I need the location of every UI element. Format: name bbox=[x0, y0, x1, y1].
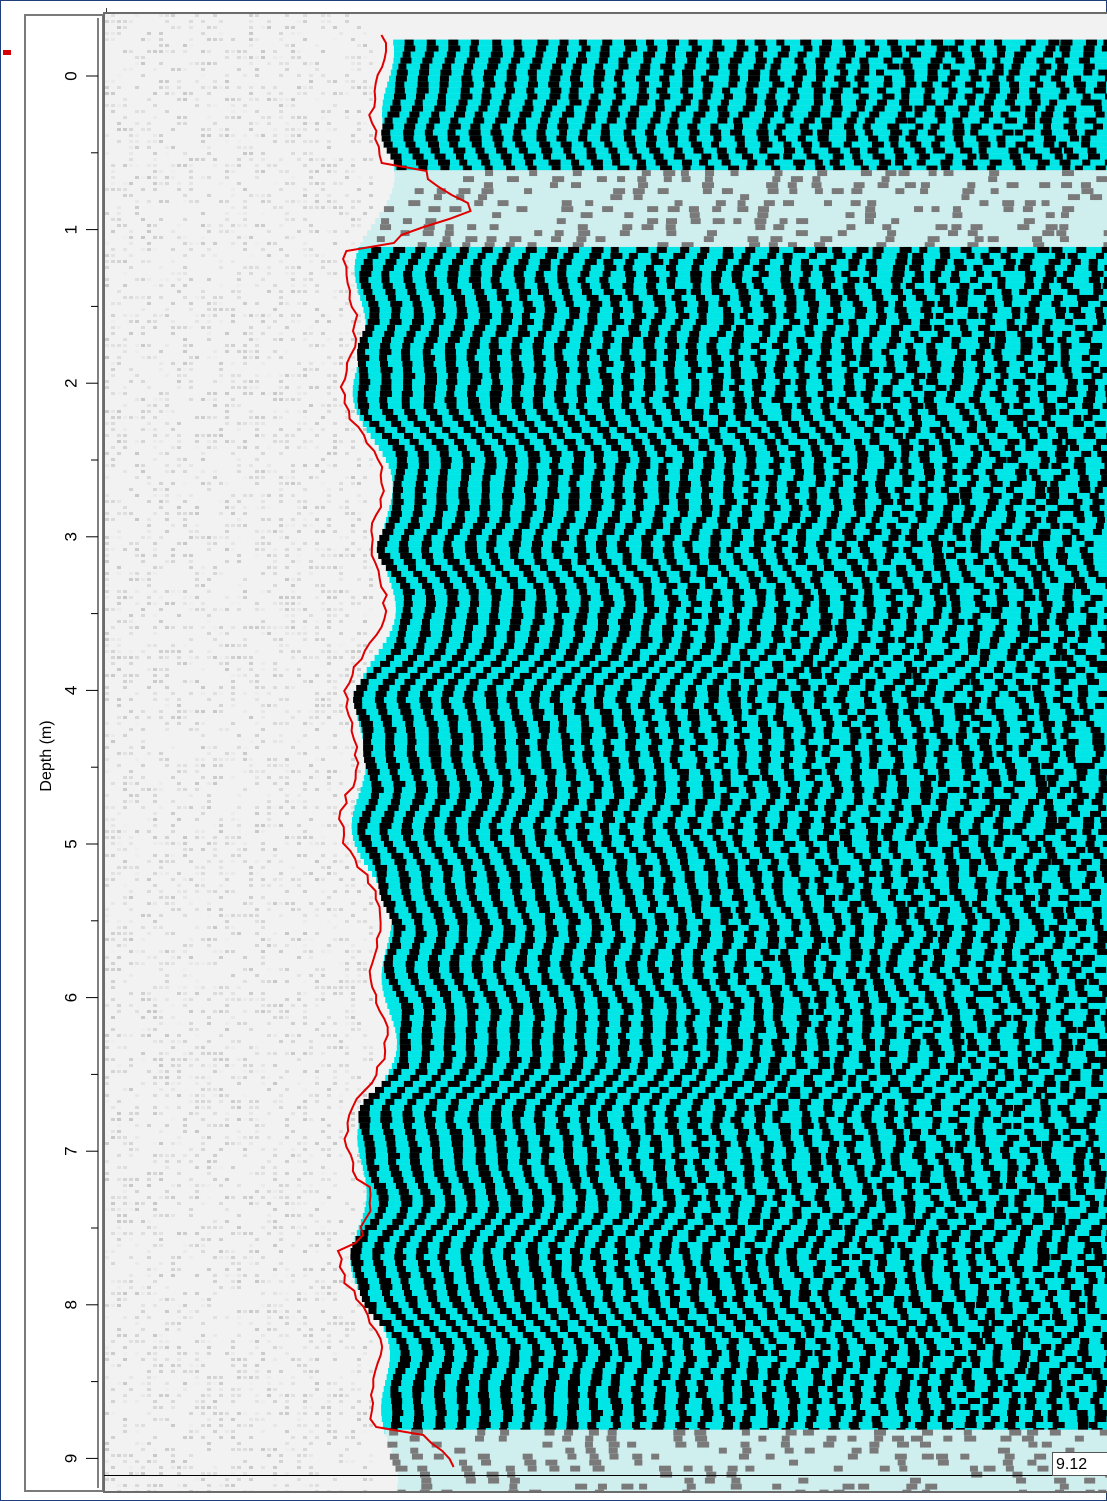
depth-tick-label: 0 bbox=[61, 71, 80, 80]
depth-tick-label: 8 bbox=[61, 1300, 80, 1309]
bottom-axis-line bbox=[104, 1475, 1107, 1476]
depth-tick-label: 2 bbox=[61, 378, 80, 387]
radargram-image bbox=[105, 14, 1107, 1491]
depth-tick-label: 1 bbox=[61, 225, 80, 234]
depth-tick-label: 7 bbox=[61, 1146, 80, 1155]
background-noise bbox=[105, 14, 373, 1491]
depth-axis-title: Depth (m) bbox=[38, 720, 55, 792]
position-marker[interactable] bbox=[3, 50, 11, 55]
depth-tick-label: 4 bbox=[61, 686, 80, 695]
depth-tick-label: 5 bbox=[61, 839, 80, 848]
depth-tick-label: 6 bbox=[61, 993, 80, 1002]
depth-readout: 9.12 bbox=[1052, 1452, 1107, 1476]
depth-tick-label: 9 bbox=[61, 1454, 80, 1463]
radargram-signal bbox=[350, 39, 1107, 1491]
depth-axis-panel bbox=[8, 8, 107, 1493]
depth-tick-label: 3 bbox=[61, 532, 80, 541]
radargram-view[interactable] bbox=[103, 12, 1107, 1493]
amplitude-trace-line bbox=[336, 34, 472, 1468]
